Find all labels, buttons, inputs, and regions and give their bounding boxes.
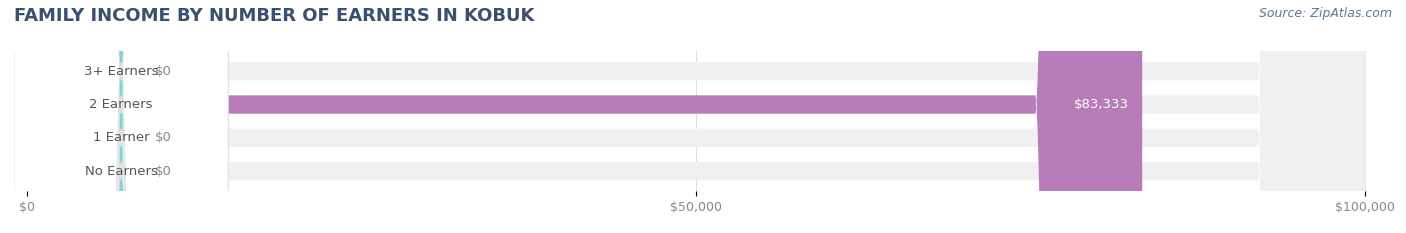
FancyBboxPatch shape xyxy=(14,0,228,233)
FancyBboxPatch shape xyxy=(28,0,135,233)
Text: $0: $0 xyxy=(155,131,172,144)
FancyBboxPatch shape xyxy=(14,0,228,233)
Text: No Earners: No Earners xyxy=(84,164,157,178)
Text: $0: $0 xyxy=(155,65,172,78)
FancyBboxPatch shape xyxy=(28,0,135,233)
FancyBboxPatch shape xyxy=(28,0,1365,233)
Text: $0: $0 xyxy=(155,164,172,178)
Text: 3+ Earners: 3+ Earners xyxy=(84,65,159,78)
Text: 1 Earner: 1 Earner xyxy=(93,131,149,144)
FancyBboxPatch shape xyxy=(14,0,228,233)
Text: $83,333: $83,333 xyxy=(1074,98,1129,111)
FancyBboxPatch shape xyxy=(28,0,1365,233)
FancyBboxPatch shape xyxy=(28,0,1365,233)
FancyBboxPatch shape xyxy=(14,0,228,233)
Text: Source: ZipAtlas.com: Source: ZipAtlas.com xyxy=(1258,7,1392,20)
FancyBboxPatch shape xyxy=(28,0,1142,233)
Text: 2 Earners: 2 Earners xyxy=(90,98,153,111)
FancyBboxPatch shape xyxy=(28,0,1365,233)
Text: FAMILY INCOME BY NUMBER OF EARNERS IN KOBUK: FAMILY INCOME BY NUMBER OF EARNERS IN KO… xyxy=(14,7,534,25)
FancyBboxPatch shape xyxy=(28,0,135,233)
